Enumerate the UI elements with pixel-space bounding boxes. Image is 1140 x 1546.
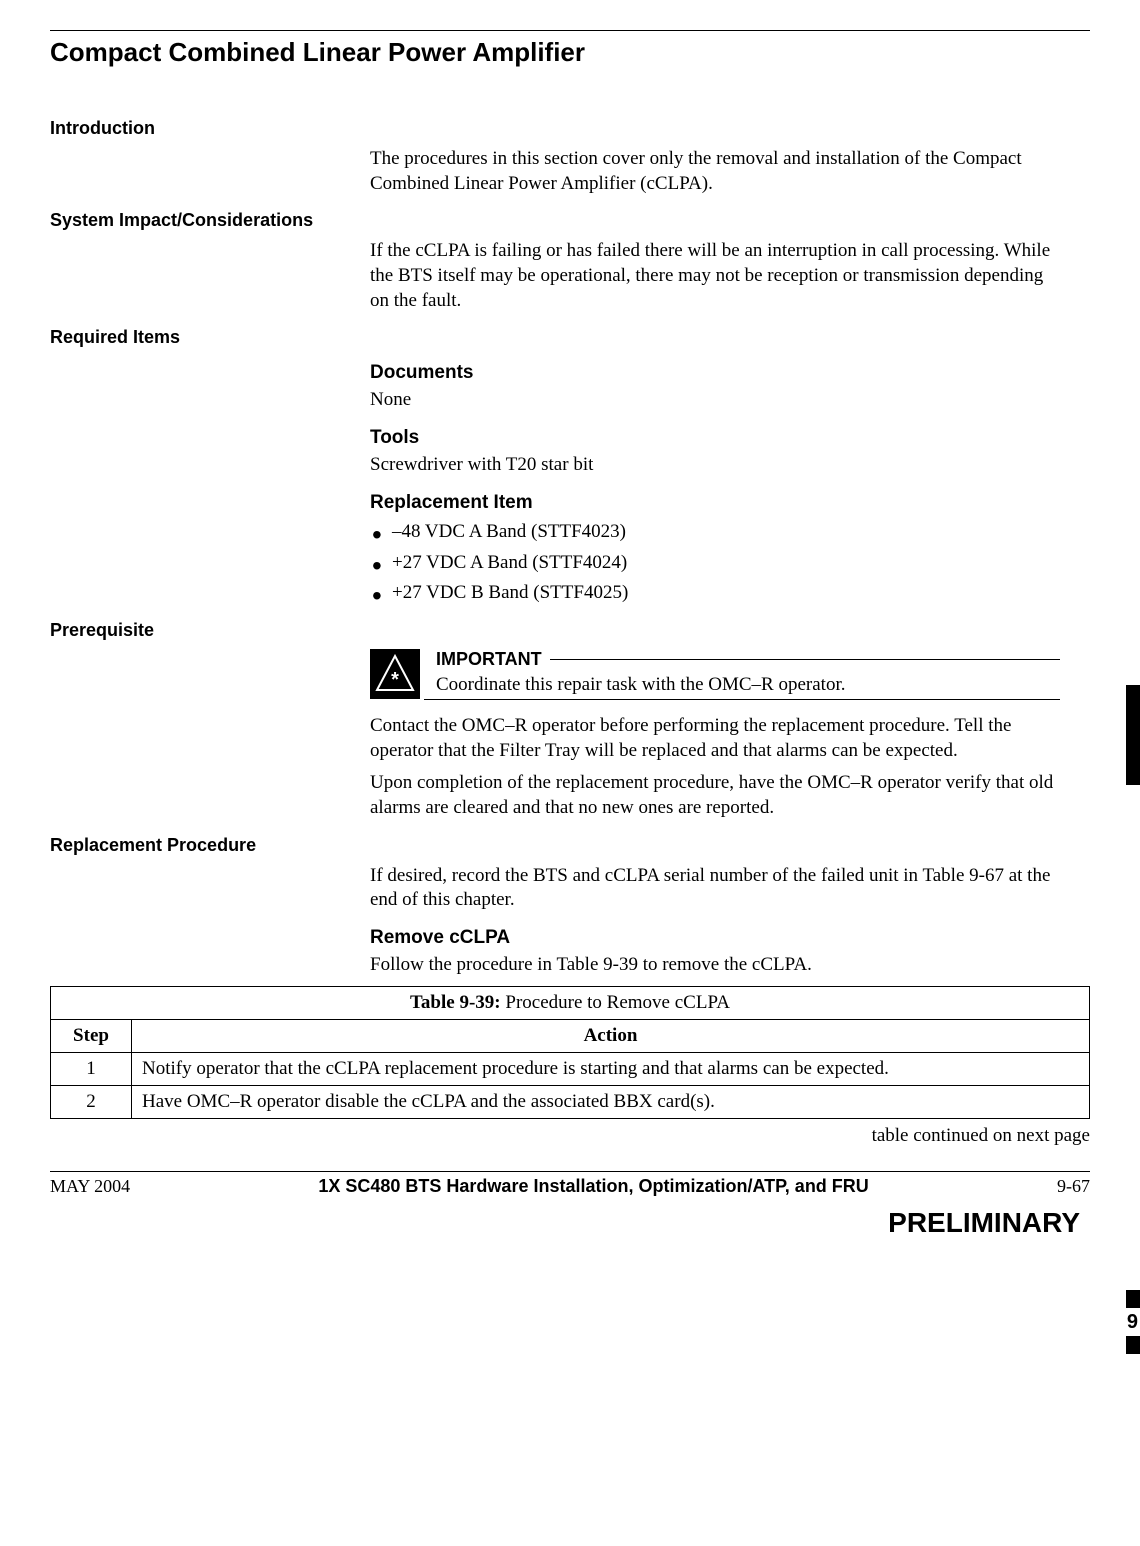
preliminary-mark: PRELIMINARY [50, 1207, 1090, 1239]
subheading-remove: Remove cCLPA [370, 927, 1060, 949]
section-heading-introduction: Introduction [50, 118, 1090, 139]
table-title-prefix: Table 9-39: [410, 992, 501, 1013]
section-heading-required-items: Required Items [50, 327, 1090, 348]
document-page: 9 Compact Combined Linear Power Amplifie… [0, 0, 1140, 1259]
documents-text: None [370, 388, 1060, 413]
prerequisite-p2: Upon completion of the replacement proce… [370, 771, 1060, 820]
remove-intro: Follow the procedure in Table 9-39 to re… [370, 953, 1060, 978]
important-text: Coordinate this repair task with the OMC… [424, 670, 1060, 698]
list-item: +27 VDC B Band (STTF4025) [370, 581, 1060, 606]
subheading-documents: Documents [370, 362, 1060, 384]
important-bottom-rule [424, 699, 1060, 700]
table-header-row: Step Action [51, 1019, 1090, 1052]
footer-page-number: 9-67 [1057, 1176, 1090, 1197]
important-rule [550, 659, 1060, 660]
section-heading-prerequisite: Prerequisite [50, 620, 1090, 641]
section-heading-replacement-procedure: Replacement Procedure [50, 835, 1090, 856]
edge-marker [1126, 1336, 1140, 1354]
footer-doc-title: 1X SC480 BTS Hardware Installation, Opti… [130, 1176, 1057, 1197]
page-footer: MAY 2004 1X SC480 BTS Hardware Installat… [50, 1172, 1090, 1197]
chapter-tab-number: 9 [1127, 1311, 1138, 1334]
list-item: –48 VDC A Band (STTF4023) [370, 520, 1060, 545]
action-cell: Notify operator that the cCLPA replaceme… [132, 1052, 1090, 1085]
table-row: 2 Have OMC–R operator disable the cCLPA … [51, 1085, 1090, 1118]
col-action: Action [132, 1019, 1090, 1052]
important-callout: * IMPORTANT Coordinate this repair task … [370, 649, 1060, 700]
table-row: 1 Notify operator that the cCLPA replace… [51, 1052, 1090, 1085]
tools-text: Screwdriver with T20 star bit [370, 453, 1060, 478]
important-label: IMPORTANT [424, 649, 550, 670]
prerequisite-p1: Contact the OMC–R operator before perfor… [370, 714, 1060, 763]
page-title: Compact Combined Linear Power Amplifier [50, 37, 1090, 68]
step-cell: 2 [51, 1085, 132, 1118]
col-step: Step [51, 1019, 132, 1052]
edge-marker [1126, 685, 1140, 785]
step-cell: 1 [51, 1052, 132, 1085]
list-item: +27 VDC A Band (STTF4024) [370, 551, 1060, 576]
subheading-tools: Tools [370, 427, 1060, 449]
introduction-text: The procedures in this section cover onl… [370, 147, 1060, 196]
table-title-row: Table 9-39: Procedure to Remove cCLPA [51, 986, 1090, 1019]
procedure-table: Table 9-39: Procedure to Remove cCLPA St… [50, 986, 1090, 1119]
action-cell: Have OMC–R operator disable the cCLPA an… [132, 1085, 1090, 1118]
section-heading-system-impact: System Impact/Considerations [50, 210, 1090, 231]
table-title-text: Procedure to Remove cCLPA [501, 992, 730, 1013]
svg-text:*: * [391, 669, 399, 691]
table-continued-note: table continued on next page [50, 1125, 1090, 1147]
header-rule [50, 30, 1090, 31]
replacement-item-list: –48 VDC A Band (STTF4023) +27 VDC A Band… [370, 520, 1060, 606]
star-triangle-icon: * [370, 649, 420, 699]
replacement-intro: If desired, record the BTS and cCLPA ser… [370, 864, 1060, 913]
footer-date: MAY 2004 [50, 1176, 130, 1197]
subheading-replacement-item: Replacement Item [370, 492, 1060, 514]
system-impact-text: If the cCLPA is failing or has failed th… [370, 239, 1060, 313]
edge-marker [1126, 1290, 1140, 1308]
